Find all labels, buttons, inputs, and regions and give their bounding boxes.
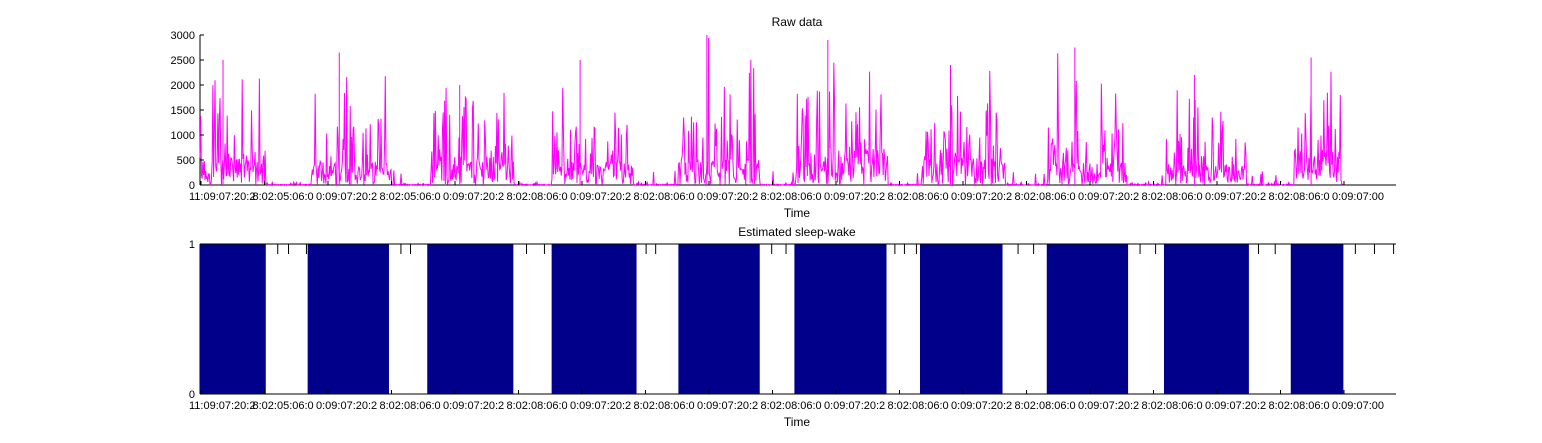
y-tick-label: 0 (189, 180, 195, 192)
x-tick-label: 8:02:08:06:0 (1269, 400, 1330, 412)
x-tick-label: 8:02:05:06:0 (253, 191, 314, 203)
x-tick-label: 0:09:07:20:2 (443, 400, 504, 412)
sleep-wake-x-axis: 11:09:07:20:28:02:05:06:0 0:09:07:20:2 8:0… (189, 390, 1384, 412)
x-tick-label: 8:02:08:06:0 (761, 400, 822, 412)
x-tick-label: 0:09:07:20:2 (951, 191, 1012, 203)
x-tick-label: 0:09:07:20:2 (316, 400, 377, 412)
x-tick-label: 0:09:07:00 (1332, 400, 1384, 412)
raw-data-y-axis: 0 500 1000 1500 2000 2500 3000 (171, 30, 204, 192)
x-tick-label: 8:02:08:06:0 (634, 400, 695, 412)
raw-data-x-axis: 11:09:07:20:28:02:05:06:0 0:09:07:20:2 8:0… (189, 181, 1384, 203)
x-tick-label: 0:09:07:20:2 (951, 400, 1012, 412)
x-tick-label: 0:09:07:20:2 (570, 400, 631, 412)
x-tick-label: 0:09:07:20:2 (443, 191, 504, 203)
x-tick-label: 0:09:07:20:2 (1205, 400, 1266, 412)
raw-data-title: Raw data (772, 15, 823, 29)
raw-data-plot (199, 35, 1396, 187)
x-tick-label: 0:09:07:20:2 (1205, 191, 1266, 203)
state-block (1290, 244, 1344, 394)
y-tick-label: 1000 (171, 130, 195, 142)
state-block (1046, 244, 1129, 394)
x-tick-label: 8:02:08:06:0 (1015, 191, 1076, 203)
state-block (551, 244, 637, 394)
y-tick-label: 2000 (171, 80, 195, 92)
x-tick-label: 8:02:08:06:0 (507, 191, 568, 203)
x-tick-label: 8:02:08:06:0 (507, 400, 568, 412)
raw-data-panel: Raw data 0 500 1000 1500 2000 2500 3000 11:09:… (171, 15, 1396, 220)
sleep-wake-title: Estimated sleep-wake (738, 225, 856, 239)
state-block (307, 244, 389, 394)
activity-line (199, 37, 1345, 187)
x-tick-label: 8:02:08:06:0 (761, 191, 822, 203)
sleep-wake-panel: Estimated sleep-wake 01 11:09:07:20:28:0… (189, 225, 1396, 429)
state-block (1163, 244, 1249, 394)
x-tick-label: 11:09:07:20:2 (189, 191, 255, 203)
state-block (200, 244, 266, 394)
x-tick-label: 11:09:07:20:2 (189, 400, 255, 412)
x-tick-label: 8:02:08:06:0 (380, 400, 441, 412)
x-tick-label: 8:02:08:06:0 (1015, 400, 1076, 412)
x-tick-label: 8:02:08:06:0 (634, 191, 695, 203)
y-tick-label: 1 (189, 239, 195, 251)
raw-data-xlabel: Time (784, 206, 811, 220)
x-tick-label: 0:09:07:20:2 (697, 191, 758, 203)
y-tick-label: 2500 (171, 55, 195, 67)
x-tick-label: 0:09:07:20:2 (316, 191, 377, 203)
y-tick-label: 3000 (171, 30, 195, 42)
x-tick-label: 8:02:05:06:0 (253, 400, 314, 412)
x-tick-label: 0:09:07:00 (1332, 191, 1384, 203)
y-tick-label: 1500 (171, 105, 195, 117)
y-tick-label: 500 (177, 155, 195, 167)
state-block (427, 244, 514, 394)
x-tick-label: 0:09:07:20:2 (824, 191, 885, 203)
x-tick-label: 8:02:08:06:0 (888, 400, 949, 412)
x-tick-label: 8:02:05:06:0 (380, 191, 441, 203)
y-tick-label: 0 (189, 389, 195, 401)
state-block (678, 244, 760, 394)
x-tick-label: 8:02:08:06:0 (1269, 191, 1330, 203)
state-block (794, 244, 887, 394)
x-tick-label: 0:09:07:20:2 (1078, 191, 1139, 203)
x-tick-label: 8:02:08:06:0 (1142, 400, 1203, 412)
x-tick-label: 8:02:08:06:0 (888, 191, 949, 203)
x-tick-label: 0:09:07:20:2 (824, 400, 885, 412)
sleep-wake-xlabel: Time (784, 415, 811, 429)
x-tick-label: 0:09:07:20:2 (570, 191, 631, 203)
x-tick-label: 0:09:07:20:2 (697, 400, 758, 412)
sleep-wake-plot (199, 243, 1396, 395)
state-block (919, 244, 1003, 394)
x-tick-label: 0:09:07:20:2 (1078, 400, 1139, 412)
x-tick-label: 8:02:08:06:0 (1142, 191, 1203, 203)
